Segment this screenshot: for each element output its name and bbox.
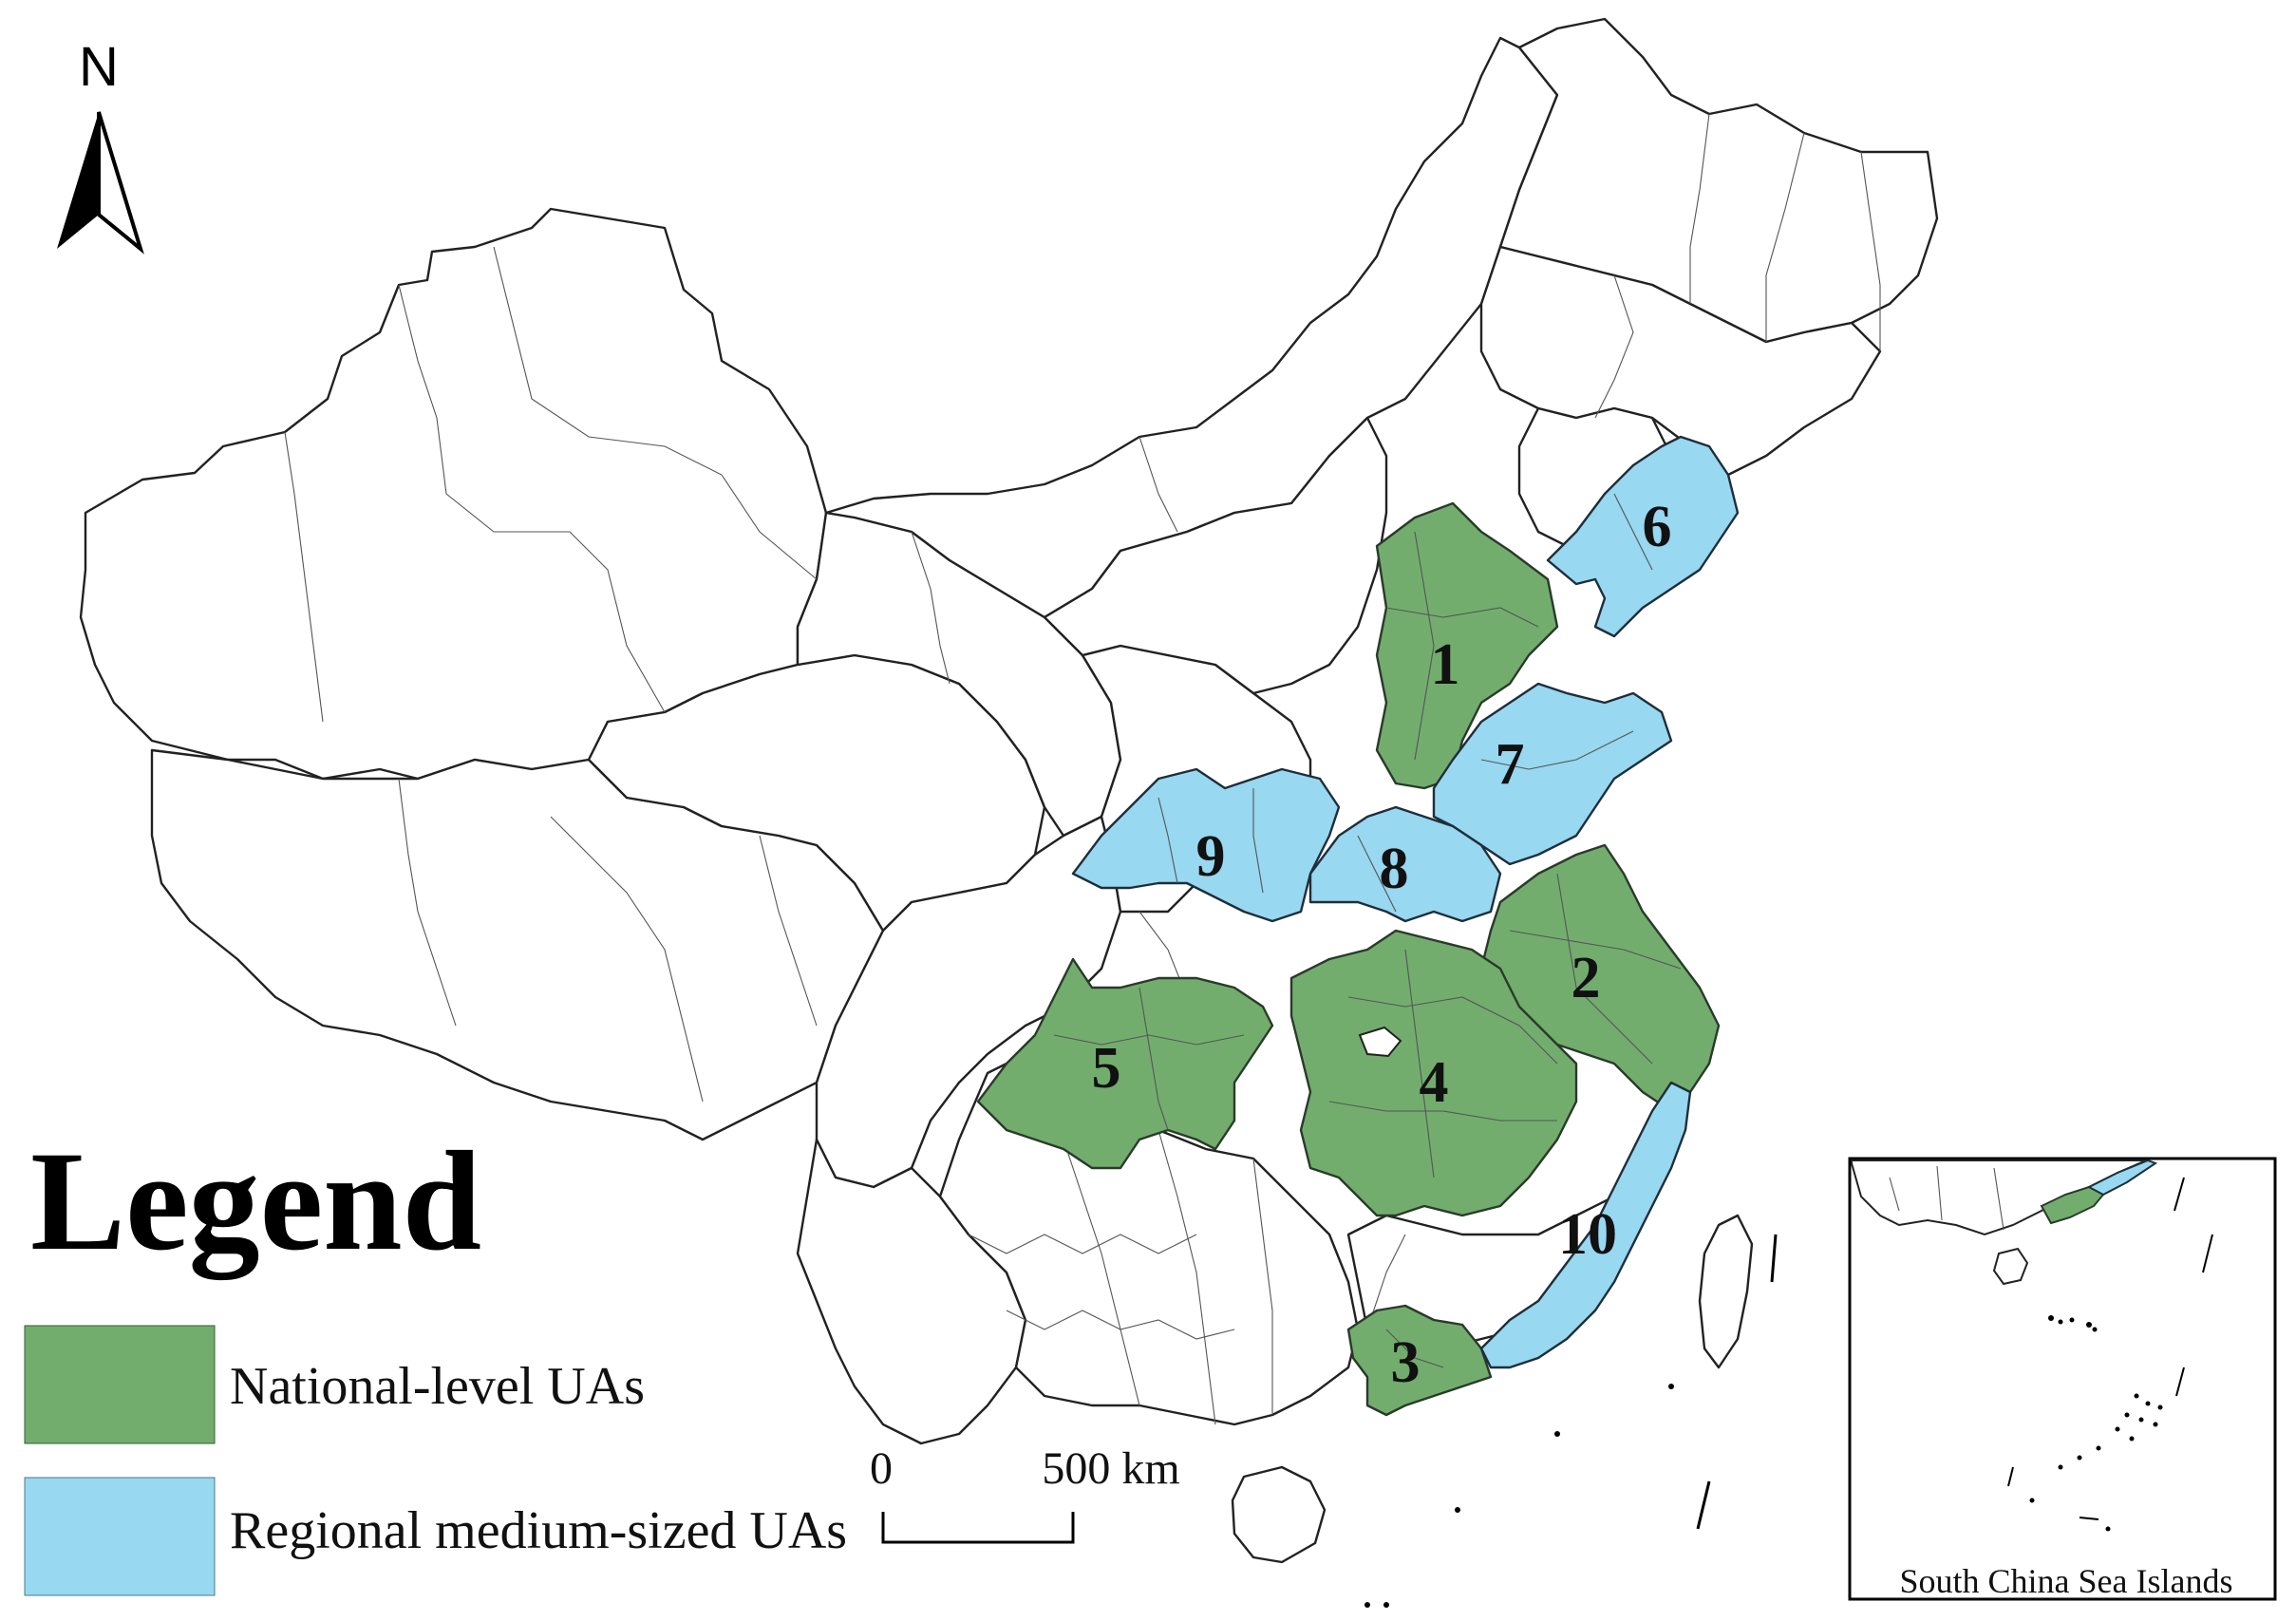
scale-end-label: 500 km xyxy=(1042,1443,1179,1494)
coastal-islands xyxy=(1364,1234,1778,1608)
ua-label-3: 3 xyxy=(1391,1330,1421,1395)
region-hebei-north xyxy=(1043,416,1388,695)
ua-label-8: 8 xyxy=(1380,837,1409,901)
region-hainan xyxy=(1231,1465,1327,1564)
legend-title: Legend xyxy=(30,1122,481,1280)
legend-swatch-national xyxy=(24,1325,216,1444)
china-base-regions xyxy=(79,17,1939,1564)
scale-start-label: 0 xyxy=(870,1443,893,1494)
region-sichuan xyxy=(815,815,1122,1189)
region-taiwan xyxy=(1698,1214,1754,1369)
scale-bar: 0 500 km xyxy=(870,1443,1180,1544)
ua-10-region xyxy=(1479,1081,1692,1369)
north-arrow-icon: N xyxy=(57,36,144,254)
ua-6-region xyxy=(1546,435,1740,638)
ua-9-region xyxy=(1071,767,1341,923)
ua-label-1: 1 xyxy=(1431,632,1460,697)
legend-label-national: National-level UAs xyxy=(230,1357,645,1416)
lake-in-ua-4 xyxy=(1358,1026,1402,1058)
ua-label-7: 7 xyxy=(1496,732,1525,797)
inset-caption: South China Sea Islands xyxy=(1900,1562,2233,1600)
ua-label-4: 4 xyxy=(1420,1050,1449,1115)
ua-5-region xyxy=(976,957,1274,1170)
ua-4-region xyxy=(1289,929,1578,1217)
region-yunnan xyxy=(796,1138,1027,1445)
inset-south-china-sea: South China Sea Islands xyxy=(1848,1157,2277,1601)
legend-swatch-regional xyxy=(24,1477,216,1596)
legend: Legend National-level UAs Regional mediu… xyxy=(24,1122,847,1596)
ua-internal-boundaries xyxy=(1053,493,1682,1368)
ua-label-10: 10 xyxy=(1558,1202,1617,1267)
legend-label-regional: Regional medium-sized UAs xyxy=(230,1501,847,1560)
ua-7-region xyxy=(1432,682,1673,866)
north-label: N xyxy=(79,36,119,98)
ua-label-2: 2 xyxy=(1571,946,1601,1010)
ua-label-9: 9 xyxy=(1196,824,1226,889)
region-qinghai xyxy=(587,653,1046,933)
ua-3-region xyxy=(1346,1304,1493,1417)
ua-label-6: 6 xyxy=(1643,495,1672,559)
internal-boundaries xyxy=(284,113,1881,1425)
region-jilin xyxy=(1479,245,1882,477)
region-guangxi xyxy=(938,1052,1360,1426)
ua-label-5: 5 xyxy=(1092,1036,1121,1101)
